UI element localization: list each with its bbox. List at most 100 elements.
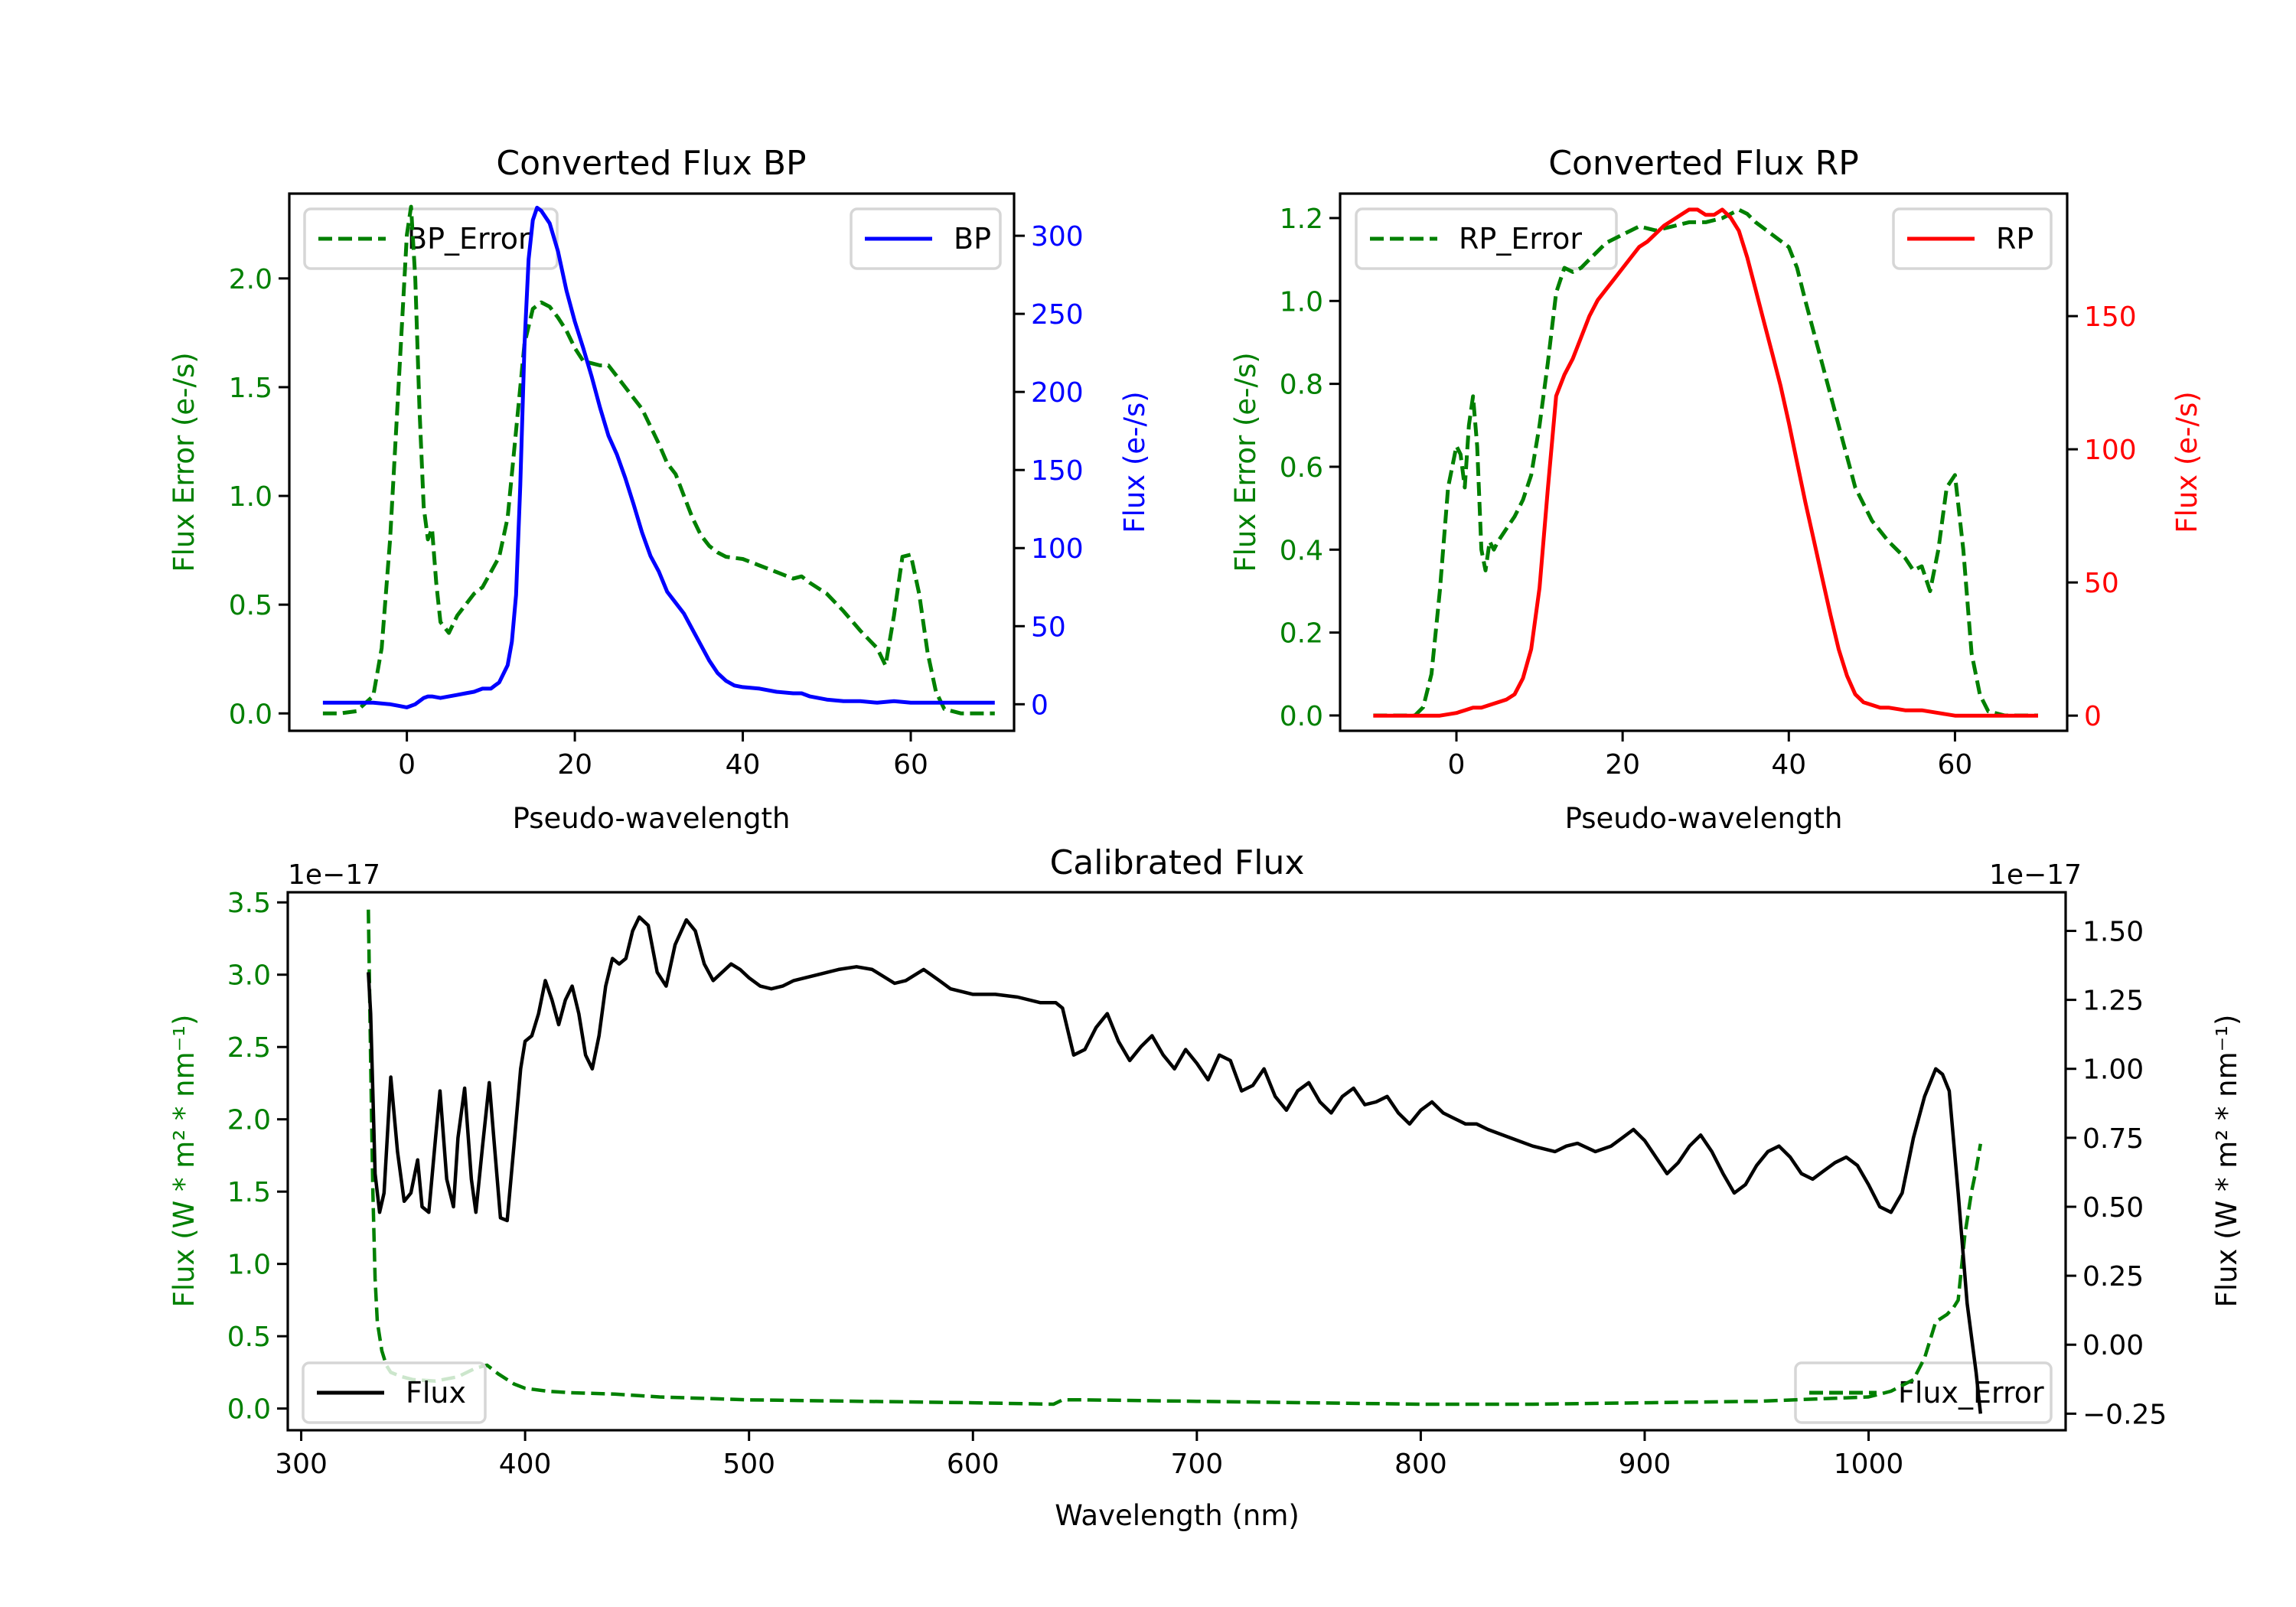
y-left-tick-label: 2.5 <box>227 1032 271 1064</box>
x-tick-label: 20 <box>1605 749 1640 781</box>
x-axis: 0 20 40 60 <box>398 731 928 781</box>
y-left-tick-label: 0.5 <box>227 1322 271 1353</box>
legend-rp: RP <box>1892 207 2053 270</box>
y-right-tick-label: 0.75 <box>2082 1123 2144 1155</box>
x-axis-label: Pseudo-wavelength <box>513 802 791 835</box>
y-left-tick-label: 0.0 <box>1280 701 1323 732</box>
legend-bp: BP <box>850 207 1002 270</box>
legend-label: Flux <box>406 1376 466 1410</box>
y-left-tick-label: 0.2 <box>1280 618 1323 650</box>
chart-title: Calibrated Flux <box>1050 843 1305 882</box>
x-tick-label: 40 <box>726 749 761 781</box>
y-right-tick-label: 250 <box>1031 299 1084 331</box>
series-line-rp <box>1373 207 2038 718</box>
y-axis-label-left: Flux (W * m² * nm⁻¹) <box>168 1015 201 1308</box>
x-tick-label: 300 <box>275 1449 328 1480</box>
y-right-tick-label: 100 <box>2084 435 2137 466</box>
y-axis-right: −0.25 0.00 0.25 0.50 0.75 1.00 1.25 1.50 <box>2066 916 2167 1430</box>
plot-area <box>1373 207 2038 718</box>
legend-rp-error: RP_Error <box>1355 207 1618 270</box>
legend-label: BP <box>954 222 991 256</box>
legend-label: BP_Error <box>407 222 530 256</box>
y-right-tick-label: 0.00 <box>2082 1330 2144 1361</box>
series-line-rp-error <box>1373 207 2038 718</box>
y-axis-left: 0.0 0.5 1.0 1.5 2.0 2.5 3.0 3.5 <box>227 888 288 1426</box>
y-right-tick-label: 0.25 <box>2082 1261 2144 1292</box>
legend-label: Flux_Error <box>1898 1376 2044 1410</box>
x-tick-label: 800 <box>1394 1449 1447 1480</box>
y-left-tick-label: 1.0 <box>227 1250 271 1281</box>
y-axis-label-right: Flux (e-/s) <box>1118 391 1151 533</box>
legend-bp-error: BP_Error <box>303 207 559 270</box>
y-right-tick-label: 150 <box>2084 302 2137 333</box>
twin-axis-overlay <box>1373 207 2038 718</box>
x-axis: 300 400 500 600 700 800 900 1000 <box>275 1430 1903 1480</box>
y-axis-left: 0.0 0.5 1.0 1.5 2.0 <box>229 264 289 730</box>
y-left-tick-label: 0.0 <box>227 1394 271 1426</box>
y-left-tick-label: 0.6 <box>1280 452 1323 484</box>
y-left-tick-label: 1.2 <box>1280 204 1323 235</box>
twin-axis-overlay <box>322 205 995 709</box>
panel-calibrated-flux: Calibrated Flux 1e−17 1e−17 Flux_Error 3… <box>168 843 2243 1532</box>
series-line-flux <box>367 915 1983 1414</box>
series-line-bp-error <box>322 204 995 715</box>
y-left-tick-label: 1.0 <box>1280 286 1323 318</box>
chart-title: Converted Flux RP <box>1548 144 1859 183</box>
legend-flux: Flux <box>302 1361 487 1424</box>
offset-text-left: 1e−17 <box>288 859 380 891</box>
y-left-tick-label: 2.0 <box>229 264 272 295</box>
legend-label: RP <box>1996 222 2033 256</box>
y-axis-right: 0 50 100 150 200 250 300 <box>1014 221 1084 721</box>
y-left-tick-label: 0.4 <box>1280 535 1323 566</box>
x-tick-label: 700 <box>1170 1449 1223 1480</box>
y-right-tick-label: 200 <box>1031 377 1084 409</box>
y-right-tick-label: −0.25 <box>2082 1399 2167 1430</box>
y-right-tick-label: 1.00 <box>2082 1054 2144 1086</box>
x-axis-label: Wavelength (nm) <box>1055 1499 1300 1532</box>
y-left-tick-label: 2.0 <box>227 1105 271 1136</box>
x-tick-label: 900 <box>1619 1449 1671 1480</box>
y-right-tick-label: 1.25 <box>2082 986 2144 1017</box>
offset-text-right: 1e−17 <box>1989 859 2082 891</box>
y-axis-label-left: Flux Error (e-/s) <box>1229 352 1262 572</box>
y-axis-label-left: Flux Error (e-/s) <box>168 352 201 572</box>
legend-box <box>302 1361 487 1424</box>
y-right-tick-label: 100 <box>1031 533 1084 565</box>
plot-area <box>322 204 995 715</box>
y-axis-left: 0.0 0.2 0.4 0.6 0.8 1.0 1.2 <box>1280 204 1340 732</box>
panel-converted-flux-bp: Converted Flux BP BP_Error 0 20 40 60 0.00.… <box>168 144 1151 835</box>
y-left-tick-label: 0.8 <box>1280 370 1323 401</box>
legend-label: RP_Error <box>1459 222 1582 256</box>
chart-title: Converted Flux BP <box>496 144 806 183</box>
series-line-bp <box>322 205 995 709</box>
y-right-tick-label: 150 <box>1031 455 1084 487</box>
y-axis-label-right: Flux (e-/s) <box>2170 391 2203 533</box>
y-left-tick-label: 1.0 <box>229 481 272 513</box>
y-axis-label-right: Flux (W * m² * nm⁻¹) <box>2210 1015 2243 1308</box>
x-tick-label: 0 <box>1448 749 1466 781</box>
twin-axis-overlay <box>367 915 1983 1414</box>
y-right-tick-label: 1.50 <box>2082 916 2144 947</box>
x-tick-label: 500 <box>722 1449 775 1480</box>
x-tick-label: 1000 <box>1834 1449 1904 1480</box>
y-left-tick-label: 0.0 <box>229 699 272 730</box>
x-axis: 0 20 40 60 <box>1448 731 1972 781</box>
x-axis-label: Pseudo-wavelength <box>1565 802 1843 835</box>
x-tick-label: 40 <box>1771 749 1806 781</box>
panel-converted-flux-rp: Converted Flux RP RP_Error 0 20 40 60 0.00.… <box>1229 144 2203 835</box>
y-right-tick-label: 0 <box>2084 701 2102 732</box>
legend-box <box>303 207 559 270</box>
y-left-tick-label: 3.5 <box>227 888 271 919</box>
legend-flux-error: Flux_Error <box>1794 1361 2053 1424</box>
x-tick-label: 60 <box>893 749 928 781</box>
y-right-tick-label: 300 <box>1031 221 1084 253</box>
y-right-tick-label: 50 <box>2084 568 2119 599</box>
y-left-tick-label: 1.5 <box>227 1177 271 1208</box>
y-right-tick-label: 50 <box>1031 611 1066 643</box>
x-tick-label: 600 <box>947 1449 1000 1480</box>
axes-frame <box>288 192 1016 732</box>
y-axis-right: 0 50 100 150 <box>2067 302 2137 732</box>
y-left-tick-label: 0.5 <box>229 590 272 621</box>
x-tick-label: 20 <box>557 749 592 781</box>
